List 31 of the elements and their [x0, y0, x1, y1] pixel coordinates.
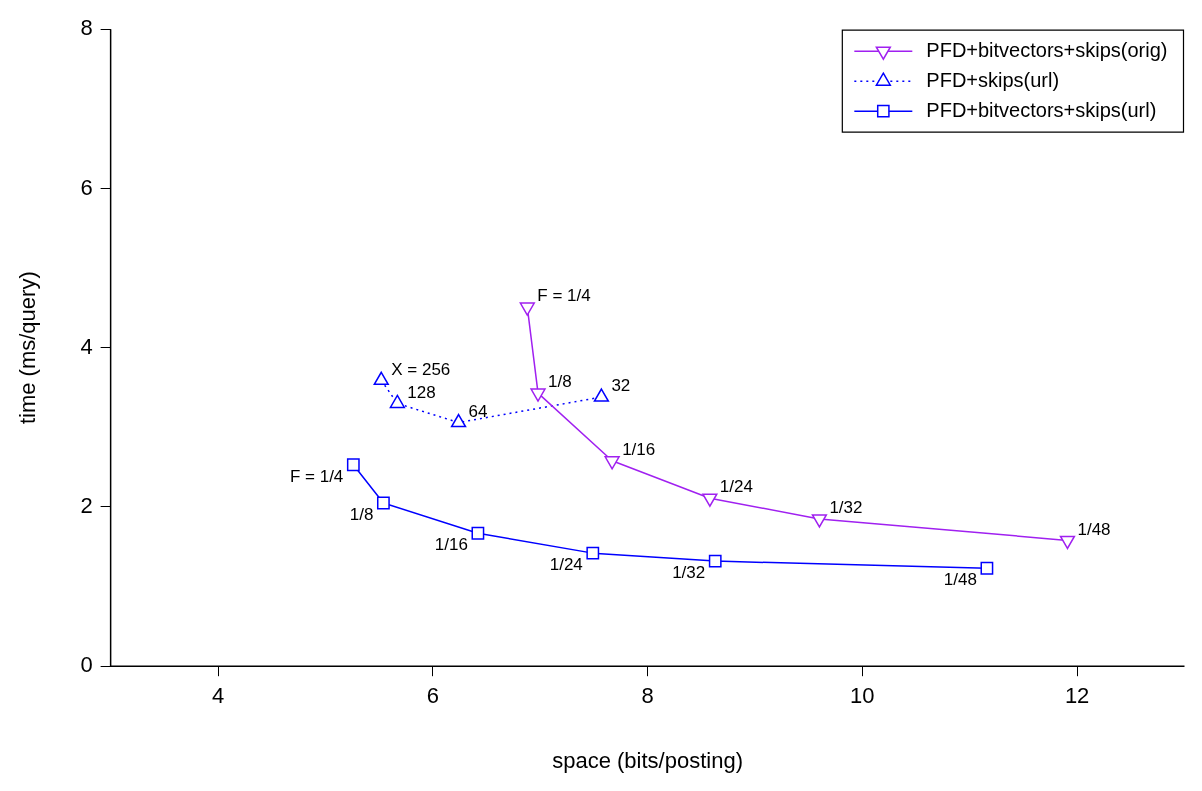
y-tick-label: 0 [80, 652, 93, 678]
annotation: 1/8 [548, 372, 572, 392]
annotation: 64 [468, 401, 488, 421]
y-axis-title: time (ms/query) [15, 271, 41, 425]
annotation: 128 [407, 382, 436, 402]
x-tick-label: 8 [641, 683, 654, 709]
annotation: F = 1/4 [537, 286, 591, 306]
x-tick-label: 12 [1064, 683, 1090, 709]
y-tick-label: 8 [80, 15, 93, 41]
annotation: 1/16 [434, 535, 468, 555]
annotation: 1/32 [672, 563, 706, 583]
legend-label: PFD+skips(url) [926, 68, 1060, 91]
y-tick-label: 4 [80, 333, 93, 359]
annotation: 1/16 [622, 439, 656, 459]
annotation: 1/24 [719, 477, 753, 497]
x-tick-label: 4 [211, 683, 225, 709]
annotation: 1/48 [1077, 519, 1111, 539]
y-tick-label: 2 [80, 493, 93, 519]
annotation: 1/32 [829, 498, 863, 518]
legend-label: PFD+bitvectors+skips(url) [926, 98, 1157, 121]
y-tick-label: 6 [80, 174, 93, 200]
legend-label: PFD+bitvectors+skips(orig) [926, 38, 1168, 61]
annotation: 1/24 [549, 555, 583, 575]
x-tick-label: 10 [850, 683, 875, 709]
annotation: 1/48 [943, 570, 977, 590]
x-tick-label: 6 [426, 683, 439, 709]
annotation: 1/8 [349, 505, 374, 525]
annotation: 32 [611, 376, 631, 396]
x-axis-title: space (bits/posting) [552, 747, 743, 773]
annotation: X = 256 [391, 359, 451, 379]
annotation: F = 1/4 [289, 466, 344, 486]
